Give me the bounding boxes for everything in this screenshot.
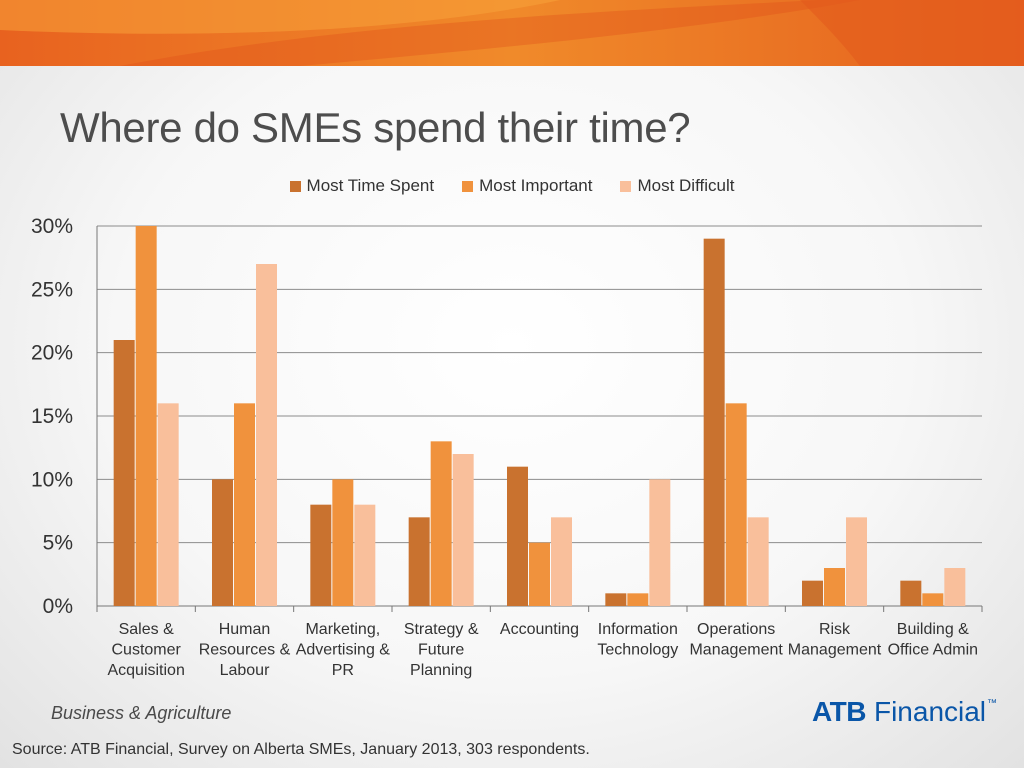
x-tick-label: Marketing, <box>305 621 380 638</box>
x-tick-label: Information <box>598 621 678 638</box>
bar <box>605 593 627 606</box>
bar <box>212 479 233 606</box>
legend-item: Most Difficult <box>620 176 734 196</box>
x-tick-label: Future <box>418 642 464 659</box>
legend-item: Most Time Spent <box>289 176 435 196</box>
legend-swatch <box>289 180 301 192</box>
bar <box>944 568 966 606</box>
x-tick-label: Resources & <box>199 642 291 659</box>
bar <box>332 479 354 606</box>
x-tick-label: Advertising & <box>296 642 391 659</box>
slide-title: Where do SMEs spend their time? <box>60 104 691 151</box>
x-tick-label: Sales & <box>119 621 174 638</box>
x-tick-label: Human <box>219 621 271 638</box>
y-tick-label: 5% <box>43 532 73 555</box>
bar <box>234 403 255 606</box>
atb-financial-logo: ATB Financial ™ <box>812 696 997 728</box>
bar <box>430 441 452 606</box>
legend-label: Most Important <box>479 176 593 195</box>
bar <box>408 517 430 606</box>
footer-label: Business & Agriculture <box>51 703 232 723</box>
x-tick-label: Building & <box>897 621 969 638</box>
bar <box>922 593 944 606</box>
bar <box>627 593 649 606</box>
legend-label: Most Time Spent <box>306 176 435 195</box>
orange-banner <box>0 0 1024 66</box>
bar <box>507 466 528 606</box>
bar <box>900 580 922 606</box>
source-note: Source: ATB Financial, Survey on Alberta… <box>12 741 590 758</box>
bar <box>452 454 474 606</box>
x-tick-label: Management <box>689 642 783 659</box>
bar <box>824 568 845 606</box>
x-tick-label: Strategy & <box>404 621 479 638</box>
x-tick-label: Planning <box>410 662 472 679</box>
y-tick-label: 0% <box>43 595 73 618</box>
y-tick-label: 20% <box>31 342 73 365</box>
bar <box>113 340 135 606</box>
legend-item: Most Important <box>462 176 592 196</box>
bar-chart: 0% 5% 10% 15% 20% 25% 30% Sales & Customer Acquis… <box>31 215 983 679</box>
bar <box>551 517 572 606</box>
x-tick-label: Customer <box>111 642 181 659</box>
logo-trademark: ™ <box>987 698 998 709</box>
x-tick-label: Risk <box>819 621 851 638</box>
logo-word: Financial <box>873 696 987 727</box>
chart-legend: Most Time Spent Most Important Most Diffic… <box>0 176 1024 196</box>
x-tick-label: PR <box>332 662 354 679</box>
legend-label: Most Difficult <box>637 176 735 195</box>
bar <box>846 517 867 606</box>
x-tick-label: Accounting <box>500 621 579 638</box>
bar <box>529 542 550 606</box>
bar <box>135 226 157 606</box>
bar <box>649 479 671 606</box>
x-tick-label: Management <box>788 642 882 659</box>
bar <box>354 504 376 606</box>
logo-brand: ATB <box>812 696 866 727</box>
bar <box>747 517 769 606</box>
y-tick-label: 30% <box>31 215 73 238</box>
x-tick-label: Labour <box>220 662 270 679</box>
x-tick-label: Technology <box>597 642 678 659</box>
bar <box>310 504 332 606</box>
x-tick-label: Operations <box>697 621 775 638</box>
legend-swatch <box>620 180 632 192</box>
bar <box>157 403 179 606</box>
y-tick-label: 10% <box>31 468 73 491</box>
y-tick-label: 25% <box>31 278 73 301</box>
x-tick-label: Office Admin <box>888 642 978 659</box>
bar <box>256 264 277 606</box>
legend-swatch <box>462 180 474 192</box>
y-tick-label: 15% <box>31 405 73 428</box>
x-tick-label: Acquisition <box>107 662 184 679</box>
bar <box>703 238 725 606</box>
bar <box>802 580 823 606</box>
bar <box>725 403 747 606</box>
